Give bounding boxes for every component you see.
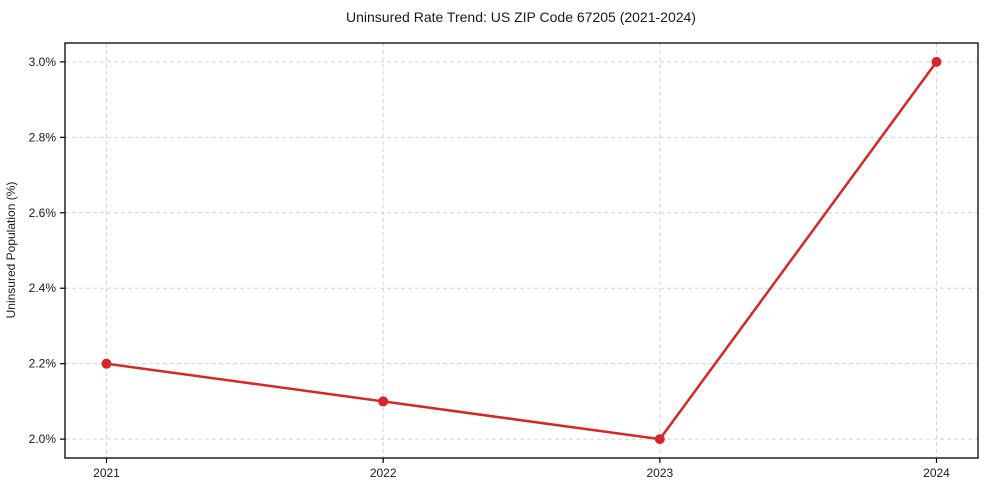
y-tick-label: 2.0%: [29, 432, 57, 446]
data-point: [378, 396, 389, 407]
data-point: [654, 434, 665, 445]
series-layer: [101, 56, 942, 445]
grid-layer: [65, 43, 978, 458]
data-point: [931, 56, 942, 67]
x-tick-label: 2023: [646, 466, 673, 480]
y-tick-label: 2.6%: [29, 206, 57, 220]
x-tick-label: 2021: [93, 466, 120, 480]
y-tick-label: 2.2%: [29, 357, 57, 371]
x-tick-label: 2022: [370, 466, 397, 480]
tick-layer: 2.0% 2.2% 2.4% 2.6% 2.8% 3.0% 2021 2022 2023 2024: [29, 55, 951, 480]
plot-area-border: [64, 42, 979, 459]
chart-title: Uninsured Rate Trend: US ZIP Code 67205 …: [346, 9, 696, 25]
data-point: [101, 358, 112, 369]
y-axis-label: Uninsured Population (%): [4, 182, 18, 319]
y-tick-label: 2.4%: [29, 281, 57, 295]
y-tick-label: 2.8%: [29, 130, 57, 144]
x-tick-label: 2024: [923, 466, 950, 480]
y-tick-label: 3.0%: [29, 55, 57, 69]
series-line: [105, 60, 938, 441]
